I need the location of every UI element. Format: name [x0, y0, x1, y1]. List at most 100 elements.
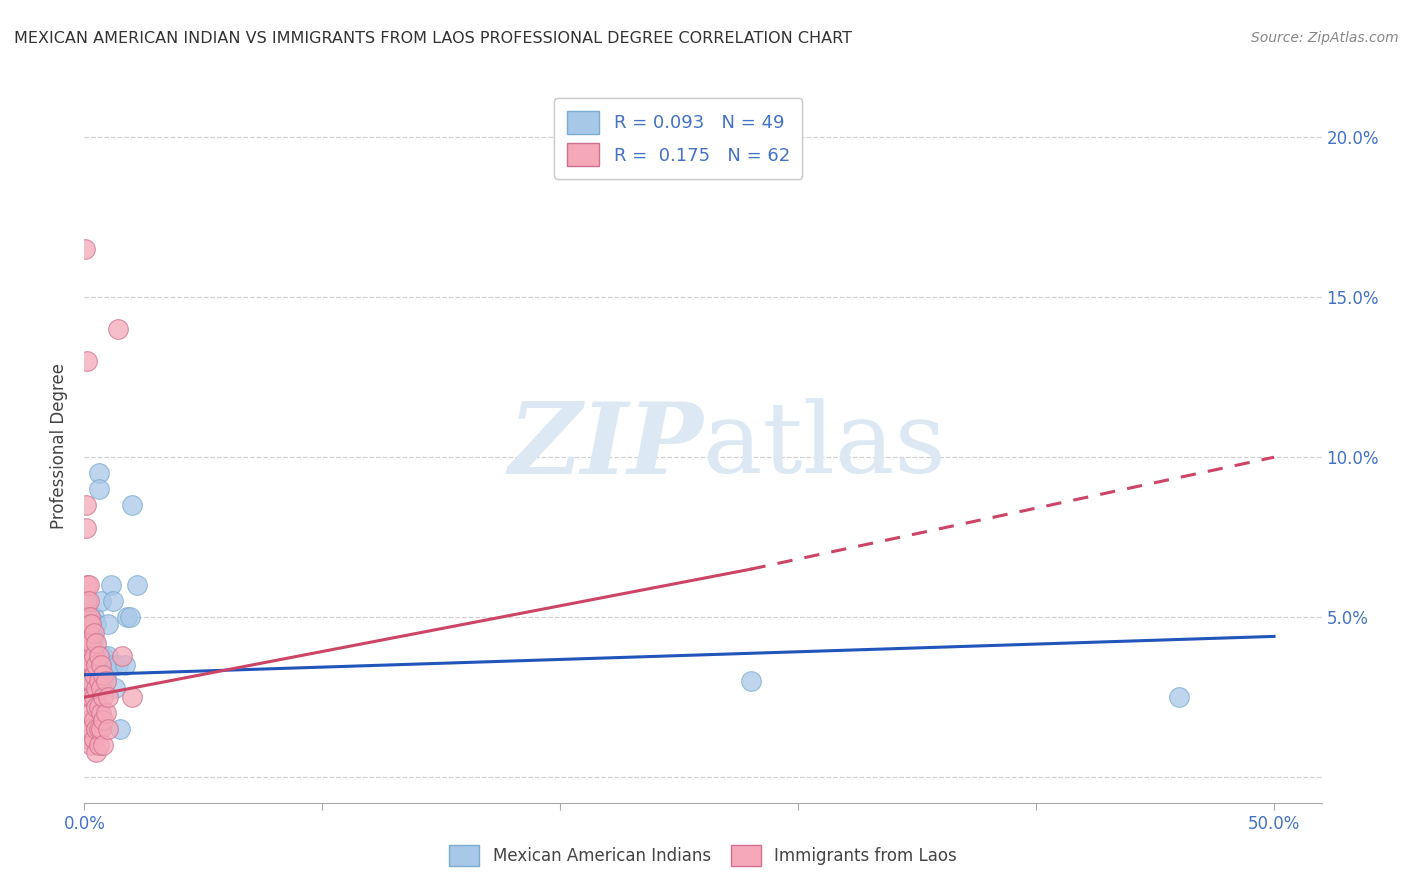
- Point: [79, 632, 101, 647]
- Point: [107, 322, 129, 336]
- Point: [77, 616, 100, 631]
- Point: [83, 632, 105, 647]
- Point: [84, 616, 107, 631]
- Point: [79, 616, 101, 631]
- Point: [77, 594, 100, 608]
- Point: [114, 658, 136, 673]
- Point: [80, 636, 103, 650]
- Point: [77, 731, 100, 746]
- Point: [77, 648, 100, 663]
- Point: [104, 681, 127, 695]
- Point: [77, 626, 100, 640]
- Point: [83, 674, 105, 689]
- Text: MEXICAN AMERICAN INDIAN VS IMMIGRANTS FROM LAOS PROFESSIONAL DEGREE CORRELATION : MEXICAN AMERICAN INDIAN VS IMMIGRANTS FR…: [14, 31, 852, 46]
- Point: [77, 629, 100, 643]
- Point: [93, 738, 115, 752]
- Point: [77, 642, 100, 657]
- Point: [90, 681, 112, 695]
- Point: [77, 610, 100, 624]
- Text: ZIP: ZIP: [508, 398, 703, 494]
- Point: [80, 655, 103, 669]
- Point: [84, 636, 107, 650]
- Point: [83, 713, 105, 727]
- Point: [77, 658, 100, 673]
- Point: [80, 623, 103, 637]
- Point: [84, 658, 107, 673]
- Point: [76, 578, 98, 592]
- Point: [101, 658, 124, 673]
- Point: [77, 578, 100, 592]
- Point: [121, 690, 143, 705]
- Point: [111, 648, 134, 663]
- Point: [84, 674, 107, 689]
- Point: [97, 722, 120, 736]
- Point: [76, 610, 98, 624]
- Point: [97, 648, 120, 663]
- Point: [84, 681, 107, 695]
- Point: [83, 610, 105, 624]
- Point: [87, 674, 110, 689]
- Text: atlas: atlas: [703, 398, 946, 494]
- Point: [80, 690, 103, 705]
- Point: [107, 658, 129, 673]
- Point: [100, 578, 122, 592]
- Point: [90, 706, 112, 721]
- Point: [75, 594, 97, 608]
- Point: [76, 354, 98, 368]
- Point: [93, 690, 115, 705]
- Point: [97, 690, 120, 705]
- Point: [108, 722, 131, 736]
- Point: [77, 674, 100, 689]
- Point: [87, 699, 110, 714]
- Point: [97, 616, 120, 631]
- Point: [83, 626, 105, 640]
- Point: [90, 658, 112, 673]
- Point: [125, 578, 148, 592]
- Point: [76, 594, 98, 608]
- Point: [90, 594, 112, 608]
- Point: [77, 690, 100, 705]
- Point: [115, 610, 138, 624]
- Point: [82, 648, 104, 663]
- Point: [93, 674, 115, 689]
- Point: [1167, 690, 1189, 705]
- Point: [77, 636, 100, 650]
- Point: [94, 668, 117, 682]
- Point: [121, 498, 143, 512]
- Y-axis label: Professional Degree: Professional Degree: [51, 363, 69, 529]
- Point: [80, 722, 103, 736]
- Point: [84, 648, 107, 663]
- Point: [79, 632, 101, 647]
- Point: [94, 674, 117, 689]
- Point: [77, 713, 100, 727]
- Point: [79, 648, 101, 663]
- Point: [75, 520, 97, 534]
- Point: [79, 610, 101, 624]
- Point: [80, 655, 103, 669]
- Point: [83, 655, 105, 669]
- Point: [77, 642, 100, 657]
- Point: [80, 674, 103, 689]
- Point: [87, 648, 110, 663]
- Point: [87, 722, 110, 736]
- Legend: R = 0.093   N = 49, R =  0.175   N = 62: R = 0.093 N = 49, R = 0.175 N = 62: [554, 98, 803, 179]
- Point: [87, 466, 110, 480]
- Point: [94, 706, 117, 721]
- Point: [80, 738, 103, 752]
- Point: [76, 632, 98, 647]
- Point: [79, 648, 101, 663]
- Point: [80, 668, 103, 682]
- Point: [93, 713, 115, 727]
- Point: [84, 745, 107, 759]
- Point: [80, 681, 103, 695]
- Point: [740, 674, 762, 689]
- Point: [93, 648, 115, 663]
- Text: Source: ZipAtlas.com: Source: ZipAtlas.com: [1251, 31, 1399, 45]
- Point: [83, 648, 105, 663]
- Legend: Mexican American Indians, Immigrants from Laos: Mexican American Indians, Immigrants fro…: [441, 837, 965, 875]
- Point: [77, 655, 100, 669]
- Point: [101, 594, 124, 608]
- Point: [83, 690, 105, 705]
- Point: [75, 242, 97, 256]
- Point: [82, 629, 104, 643]
